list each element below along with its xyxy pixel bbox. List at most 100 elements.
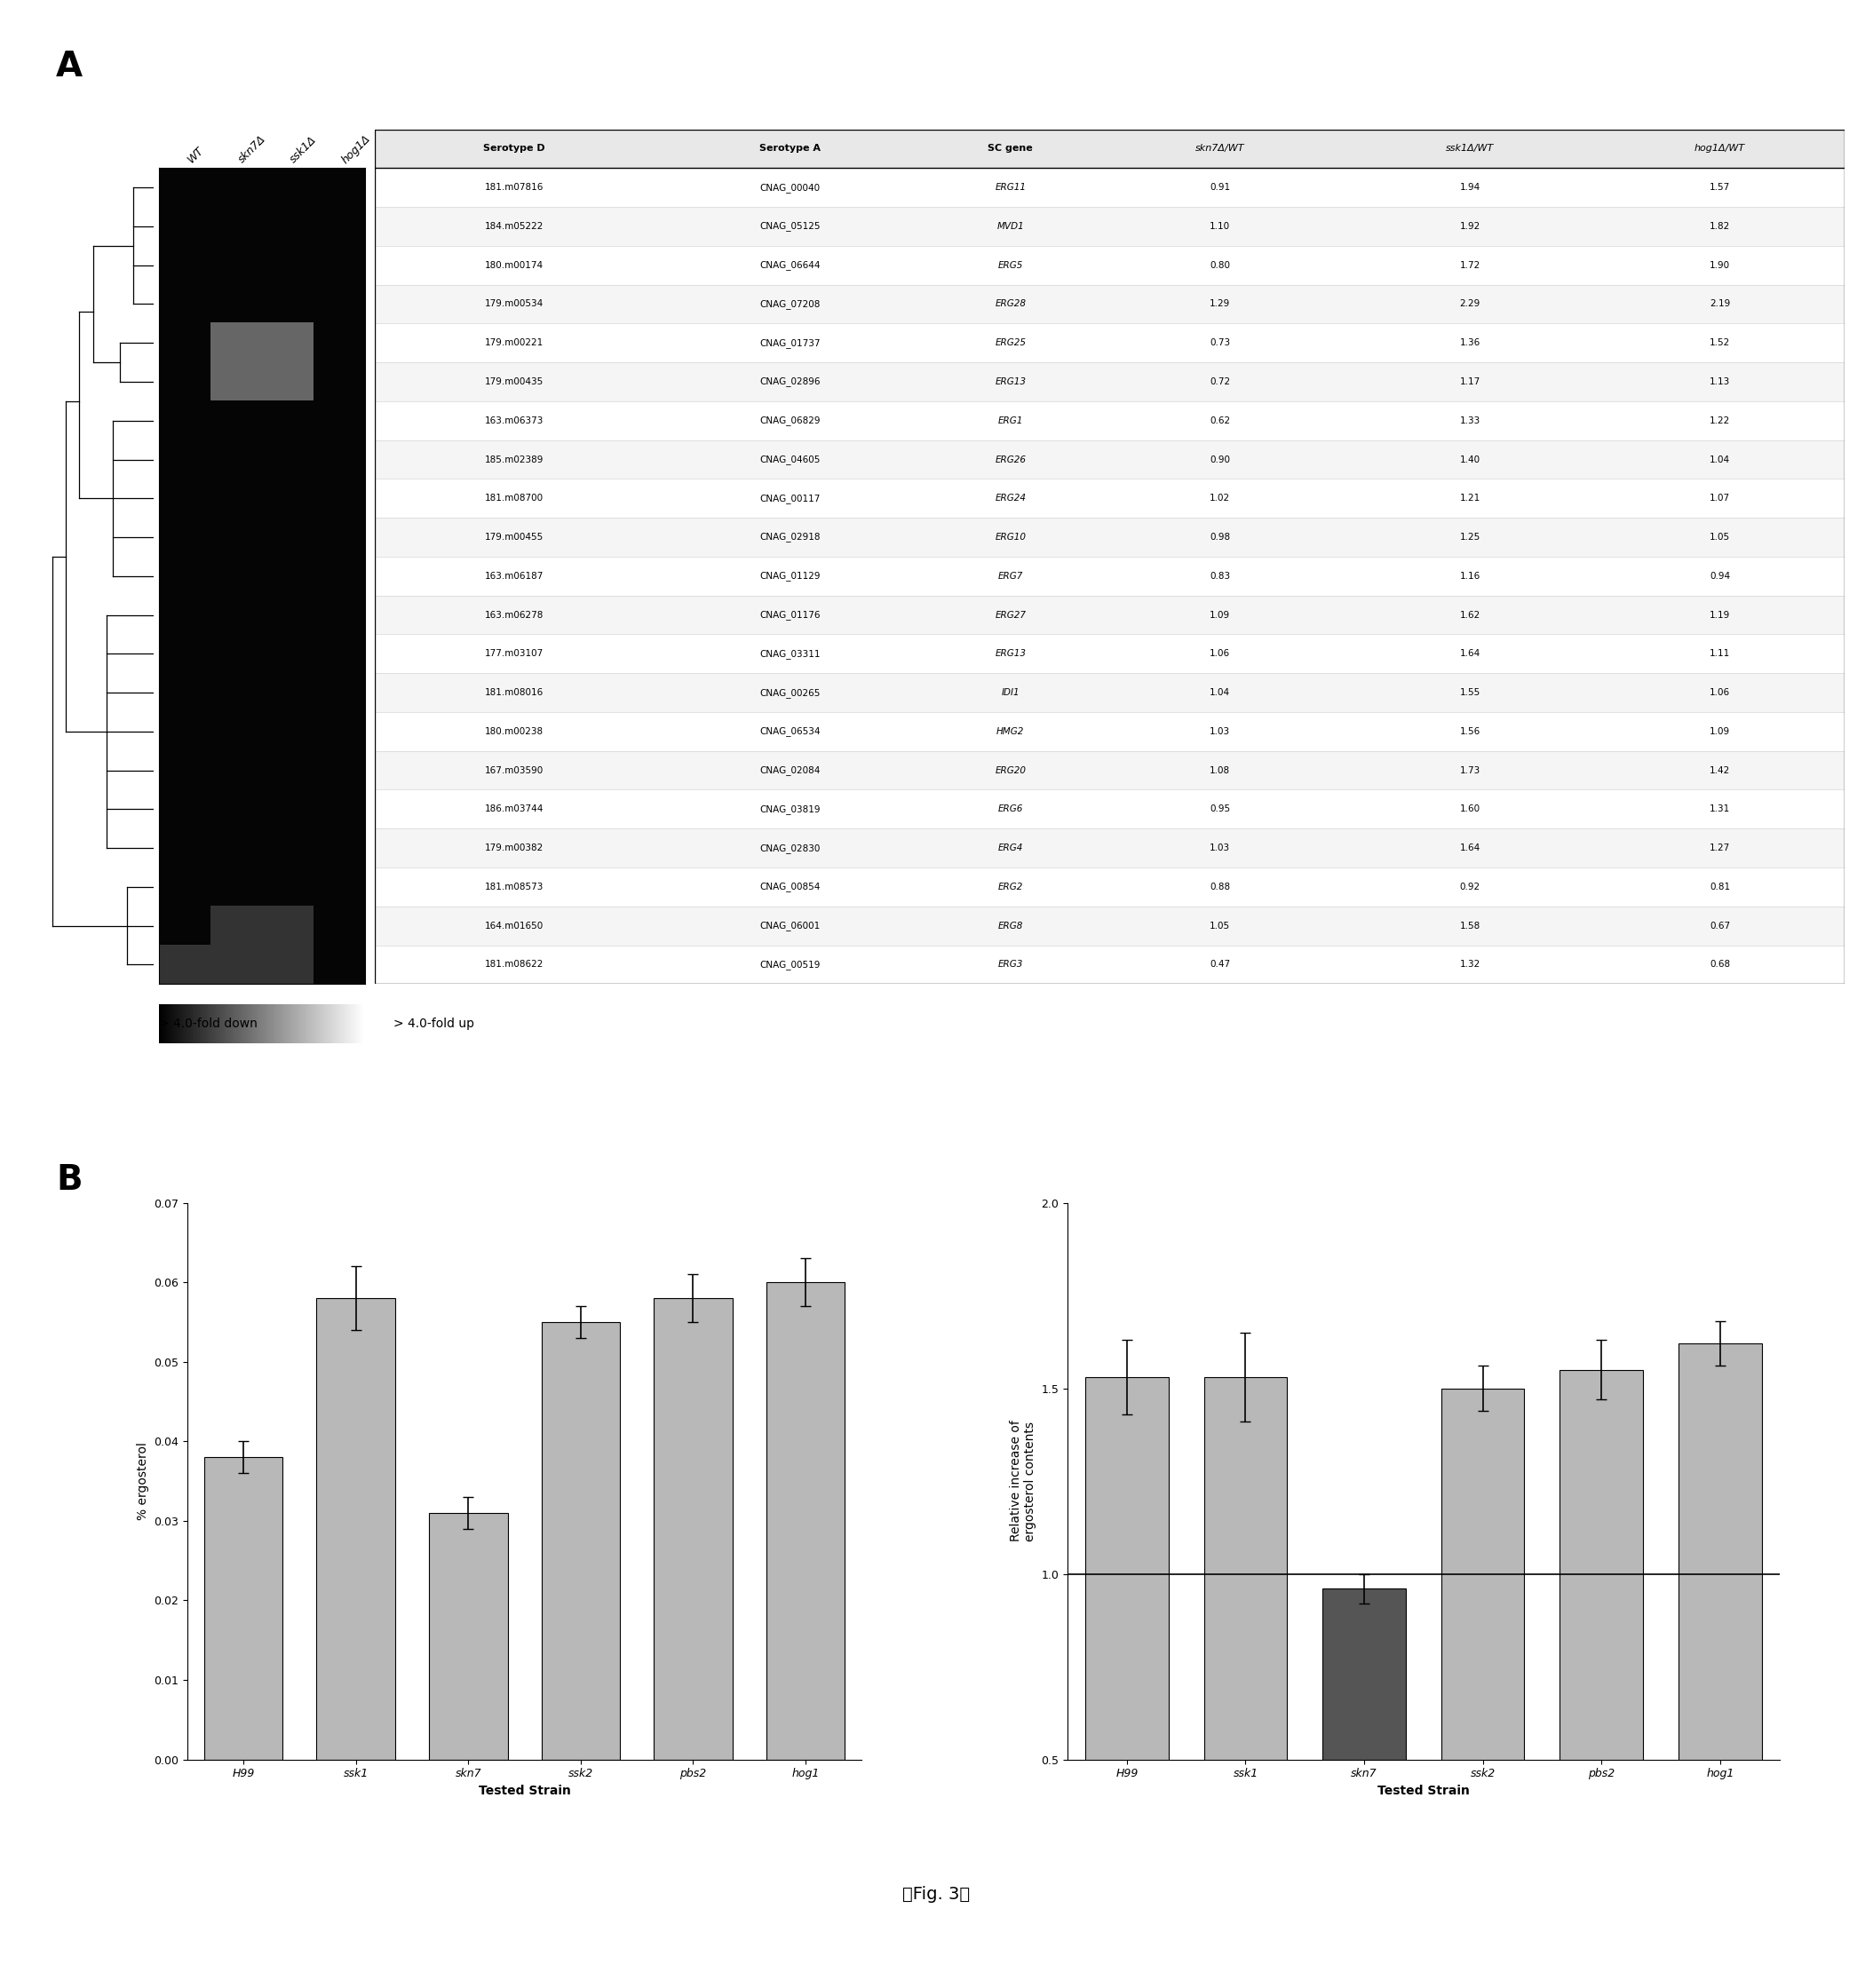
Bar [375, 362, 1845, 402]
Text: 0.73: 0.73 [1210, 338, 1231, 348]
Text: skn7Δ/WT: skn7Δ/WT [1195, 145, 1246, 153]
Text: 1.33: 1.33 [1459, 415, 1480, 425]
Text: 1.73: 1.73 [1459, 765, 1480, 775]
Text: Serotype A: Serotype A [759, 145, 820, 153]
Text: CNAG_04605: CNAG_04605 [760, 455, 820, 465]
Text: CNAG_07208: CNAG_07208 [760, 300, 820, 308]
Text: 1.09: 1.09 [1210, 610, 1231, 620]
Text: 179.m00435: 179.m00435 [485, 378, 543, 386]
Text: HMG2: HMG2 [996, 728, 1025, 736]
Text: 0.94: 0.94 [1710, 573, 1731, 580]
Text: ERG4: ERG4 [998, 843, 1023, 853]
Text: 1.31: 1.31 [1710, 805, 1731, 813]
Text: CNAG_01176: CNAG_01176 [760, 610, 820, 620]
Text: 1.02: 1.02 [1210, 493, 1231, 503]
Text: 1.55: 1.55 [1459, 688, 1480, 698]
Text: 1.90: 1.90 [1710, 260, 1731, 270]
Text: ERG27: ERG27 [995, 610, 1026, 620]
Text: 1.05: 1.05 [1210, 920, 1231, 930]
Text: 1.36: 1.36 [1459, 338, 1480, 348]
Text: 1.92: 1.92 [1459, 223, 1480, 231]
Text: 180.m00238: 180.m00238 [485, 728, 543, 736]
Text: ERG8: ERG8 [998, 920, 1023, 930]
Text: ERG6: ERG6 [998, 805, 1023, 813]
Text: 1.29: 1.29 [1210, 300, 1231, 308]
Text: 179.m00534: 179.m00534 [485, 300, 543, 308]
Text: CNAG_02084: CNAG_02084 [760, 765, 820, 775]
Text: ERG7: ERG7 [998, 573, 1023, 580]
Text: CNAG_00519: CNAG_00519 [760, 960, 820, 970]
Text: 181.m08622: 181.m08622 [485, 960, 543, 968]
Text: 164.m01650: 164.m01650 [485, 920, 543, 930]
Text: > 4.0-fold down: > 4.0-fold down [159, 1018, 258, 1030]
Text: 1.64: 1.64 [1459, 650, 1480, 658]
Text: 0.92: 0.92 [1459, 883, 1480, 891]
Text: 1.57: 1.57 [1710, 183, 1731, 193]
Text: 1.25: 1.25 [1459, 533, 1480, 541]
Text: 0.83: 0.83 [1210, 573, 1231, 580]
Text: 0.47: 0.47 [1210, 960, 1231, 968]
Text: 0.67: 0.67 [1710, 920, 1731, 930]
Text: CNAG_06001: CNAG_06001 [760, 920, 820, 930]
Text: 1.06: 1.06 [1710, 688, 1731, 698]
Text: 1.60: 1.60 [1459, 805, 1480, 813]
Text: CNAG_06534: CNAG_06534 [760, 728, 820, 736]
Text: 1.07: 1.07 [1710, 493, 1731, 503]
Text: 1.06: 1.06 [1210, 650, 1231, 658]
Text: 0.80: 0.80 [1210, 260, 1231, 270]
Text: 185.m02389: 185.m02389 [485, 455, 543, 463]
Text: 1.05: 1.05 [1710, 533, 1731, 541]
Text: CNAG_00854: CNAG_00854 [760, 883, 820, 893]
Text: 1.10: 1.10 [1210, 223, 1231, 231]
Text: ssk1Δ/WT: ssk1Δ/WT [1446, 145, 1495, 153]
Text: ERG28: ERG28 [995, 300, 1026, 308]
Text: 0.90: 0.90 [1210, 455, 1231, 463]
Text: CNAG_06829: CNAG_06829 [760, 415, 820, 425]
Text: 180.m00174: 180.m00174 [485, 260, 543, 270]
Bar [375, 284, 1845, 324]
Text: CNAG_06644: CNAG_06644 [760, 260, 820, 270]
Text: 1.27: 1.27 [1710, 843, 1731, 853]
Text: 163.m06373: 163.m06373 [485, 415, 543, 425]
Text: hog1Δ/WT: hog1Δ/WT [1695, 145, 1746, 153]
Text: > 4.0-fold up: > 4.0-fold up [393, 1018, 474, 1030]
Bar [375, 129, 1845, 169]
Text: 184.m05222: 184.m05222 [485, 223, 543, 231]
Bar [375, 596, 1845, 634]
Text: CNAG_00040: CNAG_00040 [760, 183, 820, 193]
Text: ERG13: ERG13 [995, 378, 1026, 386]
Text: B: B [56, 1163, 82, 1197]
Text: 0.72: 0.72 [1210, 378, 1231, 386]
Bar [375, 674, 1845, 712]
Text: 《Fig. 3》: 《Fig. 3》 [903, 1887, 970, 1903]
X-axis label: Tested Strain: Tested Strain [1377, 1785, 1470, 1797]
Text: 1.56: 1.56 [1459, 728, 1480, 736]
Text: 0.91: 0.91 [1210, 183, 1231, 193]
Text: 1.19: 1.19 [1710, 610, 1731, 620]
Text: 0.88: 0.88 [1210, 883, 1231, 891]
Text: 1.16: 1.16 [1459, 573, 1480, 580]
Text: CNAG_03311: CNAG_03311 [760, 648, 820, 658]
Text: CNAG_02918: CNAG_02918 [760, 533, 820, 543]
Text: 1.58: 1.58 [1459, 920, 1480, 930]
Text: 1.03: 1.03 [1210, 843, 1231, 853]
Bar [1086, 1378, 1169, 1944]
Text: 0.68: 0.68 [1710, 960, 1731, 968]
Text: 179.m00221: 179.m00221 [485, 338, 543, 348]
Text: 1.32: 1.32 [1459, 960, 1480, 968]
Text: 163.m06278: 163.m06278 [485, 610, 543, 620]
Bar [1322, 1588, 1405, 1944]
Text: 1.42: 1.42 [1710, 765, 1731, 775]
Text: 1.17: 1.17 [1459, 378, 1480, 386]
Text: 2.19: 2.19 [1710, 300, 1731, 308]
Text: 167.m03590: 167.m03590 [485, 765, 543, 775]
Text: ERG24: ERG24 [995, 493, 1026, 503]
Text: 0.62: 0.62 [1210, 415, 1231, 425]
Text: 1.40: 1.40 [1459, 455, 1480, 463]
Text: 1.11: 1.11 [1710, 650, 1731, 658]
Bar [204, 1457, 283, 1759]
X-axis label: Tested Strain: Tested Strain [478, 1785, 571, 1797]
Text: 1.94: 1.94 [1459, 183, 1480, 193]
Text: ERG5: ERG5 [998, 260, 1023, 270]
Bar [375, 829, 1845, 867]
